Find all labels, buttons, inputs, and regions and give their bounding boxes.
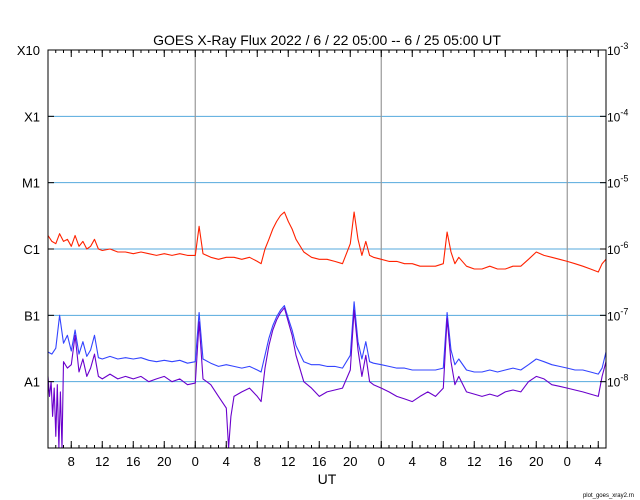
x-tick-label: 12 xyxy=(281,454,295,469)
footer-label: plot_goes_xray2.rn xyxy=(583,493,634,499)
x-tick-label: 8 xyxy=(68,454,75,469)
flux-exponent: -3 xyxy=(620,41,628,51)
flux-exponent: -8 xyxy=(620,373,628,383)
x-tick-label: 16 xyxy=(498,454,512,469)
x-tick-label: 20 xyxy=(343,454,357,469)
class-label: B1 xyxy=(24,308,40,323)
x-tick-label: 0 xyxy=(192,454,199,469)
x-tick-label: 8 xyxy=(254,454,261,469)
x-tick-label: 16 xyxy=(126,454,140,469)
x-tick-label: 4 xyxy=(409,454,416,469)
chart-title: GOES X-Ray Flux 2022 / 6 / 22 05:00 -- 6… xyxy=(153,32,501,48)
x-tick-label: 20 xyxy=(529,454,543,469)
flux-series-0 xyxy=(47,211,607,273)
x-tick-label: 4 xyxy=(223,454,230,469)
flux-exponent: -7 xyxy=(620,306,628,316)
class-label: A1 xyxy=(24,375,40,390)
class-label: X10 xyxy=(17,43,40,58)
class-label: M1 xyxy=(22,176,40,191)
x-tick-label: 0 xyxy=(564,454,571,469)
x-axis-label: UT xyxy=(318,471,337,487)
class-label: C1 xyxy=(23,242,40,257)
x-tick-label: 20 xyxy=(157,454,171,469)
class-label: X1 xyxy=(24,109,40,124)
x-tick-label: 8 xyxy=(440,454,447,469)
series-group xyxy=(47,211,607,449)
flux-exponent: -6 xyxy=(620,240,628,250)
flux-series-2 xyxy=(47,307,607,449)
x-tick-label: 12 xyxy=(95,454,109,469)
flux-series-1 xyxy=(47,301,607,375)
x-tick-label: 0 xyxy=(378,454,385,469)
x-tick-label: 4 xyxy=(595,454,602,469)
x-tick-label: 16 xyxy=(312,454,326,469)
flux-exponent: -4 xyxy=(620,107,628,117)
flux-exponent: -5 xyxy=(620,174,628,184)
x-tick-label: 12 xyxy=(467,454,481,469)
grid xyxy=(48,50,606,448)
